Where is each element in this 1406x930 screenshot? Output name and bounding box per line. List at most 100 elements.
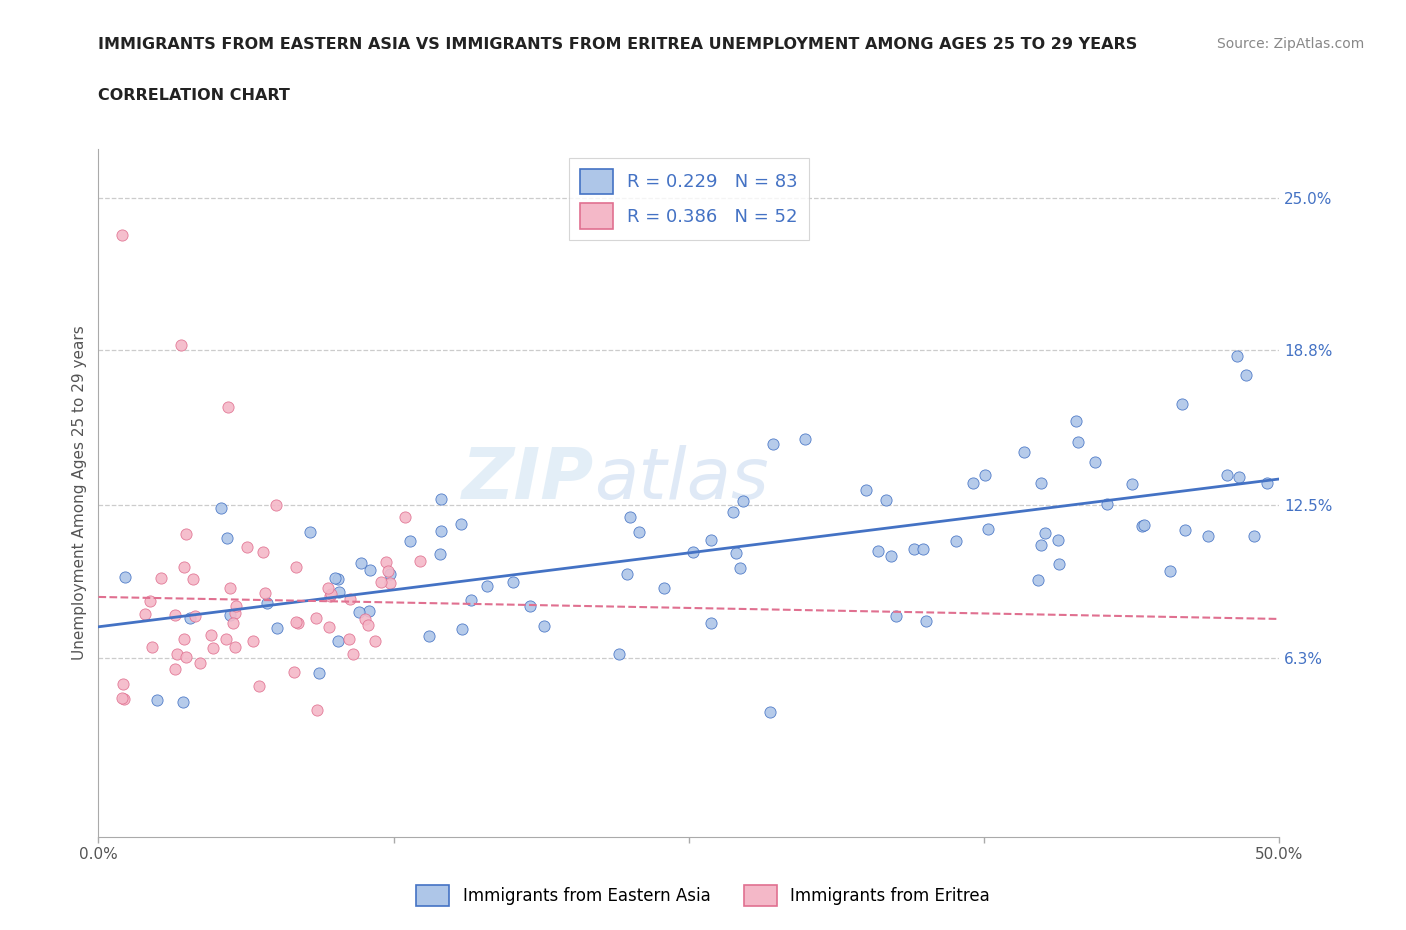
Point [114,569,136,584]
Point [1174,523,1197,538]
Point [308,666,330,681]
Point [217,400,239,415]
Point [363,633,385,648]
Point [418,628,440,643]
Point [201,641,224,656]
Point [519,598,541,613]
Point [1197,528,1219,543]
Point [399,534,422,549]
Point [170,338,193,352]
Point [134,606,156,621]
Point [1170,396,1192,411]
Point [252,544,274,559]
Point [1159,564,1181,578]
Point [721,505,744,520]
Point [305,611,328,626]
Point [200,628,222,643]
Point [264,498,287,512]
Point [349,604,371,619]
Point [607,646,630,661]
Point [235,539,257,554]
Point [218,608,240,623]
Legend: Immigrants from Eastern Asia, Immigrants from Eritrea: Immigrants from Eastern Asia, Immigrants… [409,879,997,912]
Point [318,580,340,595]
Point [1047,533,1070,548]
Point [430,524,453,538]
Point [166,646,188,661]
Point [318,619,340,634]
Point [1130,519,1153,534]
Point [1084,455,1107,470]
Point [652,580,675,595]
Point [700,532,723,547]
Point [793,432,815,446]
Point [342,646,364,661]
Point [1033,525,1056,540]
Point [1012,445,1035,459]
Point [1133,518,1156,533]
Point [214,631,236,646]
Point [875,492,897,507]
Point [219,580,242,595]
Point [173,560,195,575]
Point [1028,573,1050,588]
Point [298,525,321,539]
Point [380,576,402,591]
Point [430,492,453,507]
Point [163,607,186,622]
Point [1067,435,1090,450]
Point [977,522,1000,537]
Point [1227,470,1250,485]
Point [1029,538,1052,552]
Point [359,604,381,618]
Point [350,556,373,571]
Point [222,616,245,631]
Point [111,228,134,243]
Point [962,475,984,490]
Point [616,566,638,581]
Point [139,593,162,608]
Point [884,608,907,623]
Point [357,618,380,632]
Point [359,563,381,578]
Point [266,620,288,635]
Point [326,633,349,648]
Point [283,665,305,680]
Point [176,526,198,541]
Point [374,554,396,569]
Point [1047,557,1070,572]
Point [319,586,342,601]
Text: IMMIGRANTS FROM EASTERN ASIA VS IMMIGRANTS FROM ERITREA UNEMPLOYMENT AMONG AGES : IMMIGRANTS FROM EASTERN ASIA VS IMMIGRAN… [98,37,1137,52]
Point [759,705,782,720]
Text: Source: ZipAtlas.com: Source: ZipAtlas.com [1216,37,1364,51]
Point [1216,467,1239,482]
Point [181,571,204,586]
Point [111,677,134,692]
Point [911,541,934,556]
Point [305,703,328,718]
Point [224,640,246,655]
Point [451,621,474,636]
Point [682,545,704,560]
Point [339,591,361,606]
Point [460,592,482,607]
Point [1064,413,1087,428]
Point [880,549,903,564]
Point [533,618,555,633]
Point [242,633,264,648]
Point [337,631,360,646]
Point [475,578,498,593]
Point [287,616,309,631]
Point [146,692,169,707]
Point [502,574,524,589]
Point [1256,475,1278,490]
Point [377,564,399,578]
Point [354,612,377,627]
Point [370,575,392,590]
Point [1226,349,1249,364]
Point [974,467,997,482]
Y-axis label: Unemployment Among Ages 25 to 29 years: Unemployment Among Ages 25 to 29 years [72,326,87,660]
Point [394,510,416,525]
Point [731,494,754,509]
Legend: R = 0.229   N = 83, R = 0.386   N = 52: R = 0.229 N = 83, R = 0.386 N = 52 [569,158,808,240]
